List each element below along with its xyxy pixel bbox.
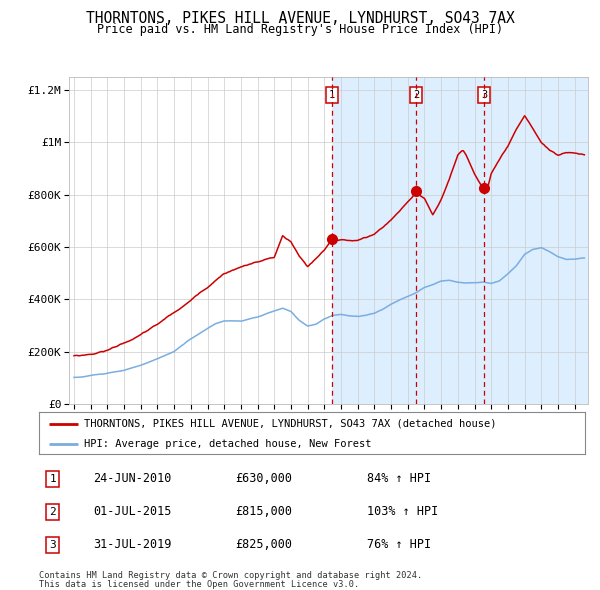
Text: 2: 2	[49, 507, 56, 517]
Text: THORNTONS, PIKES HILL AVENUE, LYNDHURST, SO43 7AX: THORNTONS, PIKES HILL AVENUE, LYNDHURST,…	[86, 11, 514, 26]
Text: 76% ↑ HPI: 76% ↑ HPI	[367, 538, 431, 552]
Text: 31-JUL-2019: 31-JUL-2019	[94, 538, 172, 552]
Text: £630,000: £630,000	[236, 472, 293, 486]
Text: Contains HM Land Registry data © Crown copyright and database right 2024.: Contains HM Land Registry data © Crown c…	[39, 571, 422, 580]
Text: 01-JUL-2015: 01-JUL-2015	[94, 505, 172, 519]
Text: 1: 1	[49, 474, 56, 484]
Bar	[332, 77, 600, 404]
Text: 84% ↑ HPI: 84% ↑ HPI	[367, 472, 431, 486]
Text: 103% ↑ HPI: 103% ↑ HPI	[367, 505, 438, 519]
Text: 24-JUN-2010: 24-JUN-2010	[94, 472, 172, 486]
Text: £815,000: £815,000	[236, 505, 293, 519]
Text: 1: 1	[329, 90, 335, 100]
Text: £825,000: £825,000	[236, 538, 293, 552]
Text: This data is licensed under the Open Government Licence v3.0.: This data is licensed under the Open Gov…	[39, 579, 359, 589]
Text: HPI: Average price, detached house, New Forest: HPI: Average price, detached house, New …	[85, 439, 372, 449]
Text: 3: 3	[481, 90, 487, 100]
Text: 2: 2	[413, 90, 419, 100]
Text: Price paid vs. HM Land Registry's House Price Index (HPI): Price paid vs. HM Land Registry's House …	[97, 23, 503, 36]
Text: THORNTONS, PIKES HILL AVENUE, LYNDHURST, SO43 7AX (detached house): THORNTONS, PIKES HILL AVENUE, LYNDHURST,…	[85, 419, 497, 429]
Text: 3: 3	[49, 540, 56, 550]
